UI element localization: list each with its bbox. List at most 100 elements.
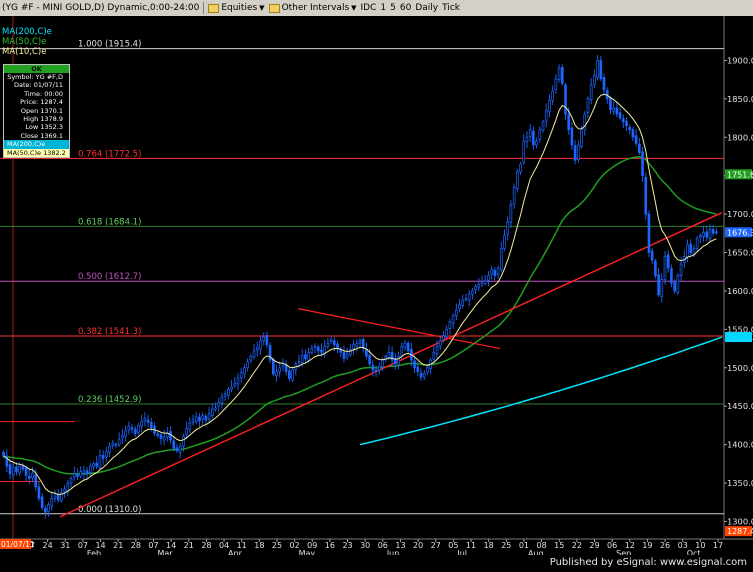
equities-label: Equities [221,3,258,13]
candle-body [583,113,587,130]
interval-60-button[interactable]: 60 [400,3,411,13]
candle-body [268,345,272,361]
price-tick-label: 1800.0 [727,132,753,142]
fib-label-3: 0.500 (1612.7) [78,272,141,282]
interval-5-button[interactable]: 5 [390,3,396,13]
daily-button[interactable]: Daily [415,3,438,13]
date-tick-label: 27 [431,541,441,550]
candle-body [628,126,632,130]
month-label: Mar [157,549,173,555]
candle-body [326,342,330,347]
date-tick-label: 05 [448,541,458,550]
candle-body [631,129,635,138]
candle-body [516,171,519,190]
candle-body [416,366,420,372]
candle-body [47,504,50,512]
candle-body [127,425,131,431]
candle-body [528,129,532,137]
candle-body [336,343,339,349]
candle-body [105,451,108,458]
candle-body [198,416,201,422]
candle-body [419,372,423,378]
candle-body [602,76,606,90]
candle-body [143,418,147,422]
candle-body [560,66,564,84]
candle-body [663,256,667,280]
date-tick-label: 18 [484,541,494,550]
candle-body [573,145,577,161]
date-tick-label: 12 [625,541,635,550]
tick-button[interactable]: Tick [442,3,460,13]
candle-body [40,496,44,508]
price-tag-bg [725,227,752,238]
price-tick-label: 1350.0 [727,478,753,488]
candle-body [24,467,28,476]
candle-body [76,474,79,478]
candle-body [499,248,503,270]
interval-5-label: 5 [390,3,396,13]
date-tick-label: 22 [572,541,582,550]
candle-body [397,355,400,366]
candle-body [352,344,355,349]
cursor-data-box: OK Symbol: YG #F,D Date: 01/07/11 Time: … [3,64,70,159]
candle-body [532,130,535,146]
symbol-title[interactable]: (YG #F - MINI GOLD,D) Dynamic,0:00-24:00 [2,3,200,13]
date-tick-label: 07 [78,541,88,550]
cursor-box-header: OK [4,65,69,73]
candle-body [169,431,172,441]
equities-menu[interactable]: Equities ▼ [208,3,265,13]
candle-body [371,365,375,371]
other-intervals-menu[interactable]: Other Intervals ▼ [268,3,357,13]
candle-body [535,140,538,146]
price-chart[interactable]: 1.000 (1915.4) 0.764 (1772.5) 0.618 (1684.… [0,16,753,555]
candle-body [644,176,648,215]
fib-label-5: 0.236 (1452.9) [78,395,141,405]
candle-body [634,135,638,144]
price-tags: 1751.8 1676.3 1540.0 1287.4 [725,169,753,537]
daily-label: Daily [415,3,439,13]
candle-body [230,386,233,390]
candle-body [509,204,513,223]
candle-body [172,440,176,449]
candle-body [121,435,124,439]
date-tick-label: 23 [342,541,352,550]
candle-body [390,352,394,361]
fib-label-2: 0.618 (1684.1) [78,217,141,227]
candle-body [56,494,60,501]
candle-body [249,355,253,361]
candle-body [124,430,127,437]
candle-body [31,472,34,479]
price-tick-label: 1600.0 [727,286,753,296]
candle-body [455,309,458,316]
cursor-row-ma200: MA(200,C)e [4,140,69,149]
cursor-row-symbol: Symbol: YG #F,D [7,73,63,81]
candle-body [666,254,670,269]
chart-toolbar: (YG #F - MINI GOLD,D) Dynamic,0:00-24:00… [0,0,753,17]
candle-body [438,340,442,347]
candle-body [580,129,583,147]
candle-body [15,466,18,472]
price-tick-label: 1450.0 [727,401,753,411]
candle-body [92,463,95,468]
candle-body [201,415,204,420]
month-label: Jun [386,549,400,555]
candle-body [519,163,522,173]
candle-body [464,298,468,300]
candle-body [297,361,301,363]
candle-body [101,455,105,459]
date-tick-label: 28 [131,541,141,550]
published-by-text: Published by eSignal: www.esignal.com [549,557,747,568]
fib-label-4: 0.382 (1541.3) [78,327,141,337]
price-tag-bg [725,526,752,537]
price-tick-label: 1400.0 [727,440,753,450]
candle-body [657,274,660,296]
idc-button[interactable]: IDC [361,3,377,13]
candle-body [288,370,291,379]
candle-body [310,348,314,353]
candle-body [451,315,455,324]
candle-body [654,260,657,276]
interval-60-label: 60 [399,3,412,13]
candle-body [618,112,622,119]
candle-body [374,369,378,372]
interval-1-button[interactable]: 1 [380,3,386,13]
